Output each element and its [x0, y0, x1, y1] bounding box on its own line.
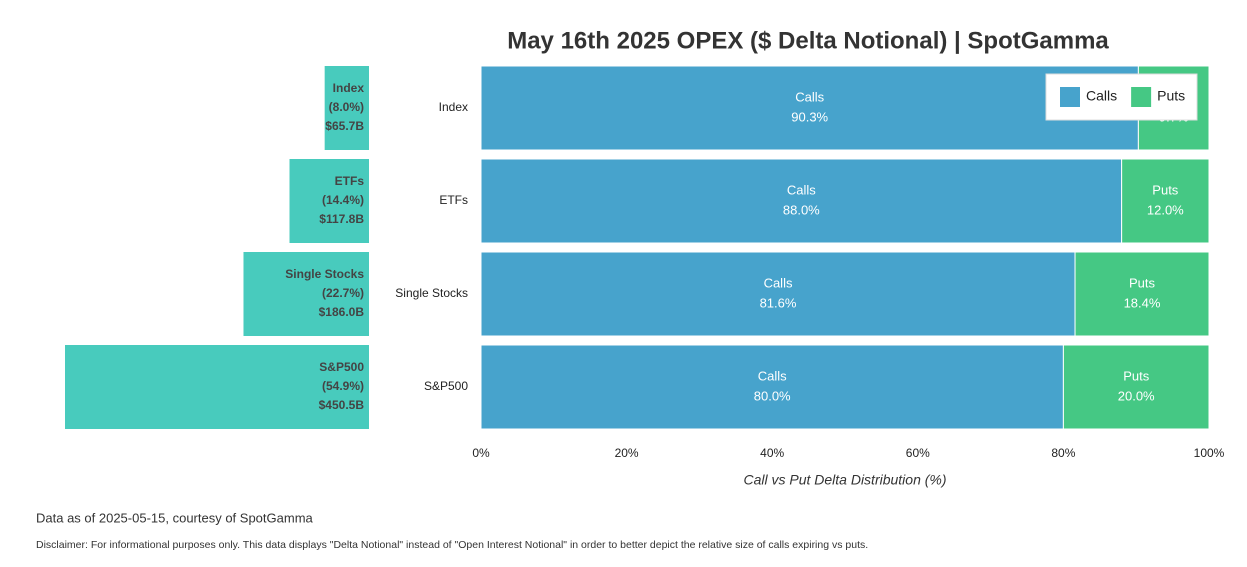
data-label: 90.3%: [791, 109, 828, 124]
disclaimer: Disclaimer: For informational purposes o…: [36, 539, 868, 551]
segment-name: Calls: [758, 368, 787, 383]
segment-name: Calls: [795, 89, 824, 104]
data-label: $65.7B: [325, 119, 364, 133]
bar-category: ETFs: [335, 174, 365, 188]
data-label: $186.0B: [319, 305, 365, 319]
chart-title: May 16th 2025 OPEX ($ Delta Notional) | …: [507, 27, 1109, 54]
data-label: $450.5B: [319, 398, 365, 412]
x-tick-label: 20%: [615, 446, 639, 460]
data-label: 80.0%: [754, 388, 791, 403]
bar-segment: [480, 344, 1064, 430]
bar-segment: [1074, 251, 1210, 337]
legend-swatch: [1131, 87, 1152, 107]
legend-label: Puts: [1157, 88, 1185, 104]
bar-segment: [480, 251, 1076, 337]
legend-label: Calls: [1086, 88, 1117, 104]
x-tick-label: 40%: [760, 446, 784, 460]
share-label: (14.4%): [322, 193, 364, 207]
share-label: (8.0%): [329, 100, 364, 114]
x-tick-label: 100%: [1194, 446, 1225, 460]
bar-segment: [1121, 158, 1210, 244]
x-tick-label: 0%: [472, 446, 490, 460]
bar-category: Index: [333, 81, 365, 95]
y-tick-label: ETFs: [439, 193, 468, 207]
data-label: 18.4%: [1124, 295, 1161, 310]
bar-category: Single Stocks: [285, 267, 364, 281]
x-axis-label: Call vs Put Delta Distribution (%): [743, 472, 946, 488]
segment-name: Calls: [787, 182, 816, 197]
source-note: Data as of 2025-05-15, courtesy of SpotG…: [36, 510, 314, 525]
share-label: (54.9%): [322, 379, 364, 393]
data-label: 88.0%: [783, 202, 820, 217]
x-tick-label: 80%: [1051, 446, 1075, 460]
bar-segment: [480, 158, 1123, 244]
y-tick-label: Single Stocks: [395, 286, 468, 300]
segment-name: Puts: [1129, 275, 1156, 290]
x-tick-label: 60%: [906, 446, 930, 460]
data-label: 20.0%: [1118, 388, 1155, 403]
y-tick-label: S&P500: [424, 379, 468, 393]
segment-name: Calls: [764, 275, 793, 290]
bar: [243, 252, 369, 336]
y-tick-label: Index: [439, 100, 468, 114]
bar: [65, 345, 369, 429]
data-label: 12.0%: [1147, 202, 1184, 217]
segment-name: Puts: [1152, 182, 1179, 197]
data-label: $117.8B: [319, 212, 364, 226]
bar: [324, 66, 369, 150]
bar-segment: [480, 65, 1139, 151]
bar-segment: [1062, 344, 1210, 430]
data-label: 81.6%: [760, 295, 797, 310]
legend-swatch: [1060, 87, 1080, 107]
legend-box: [1045, 73, 1198, 121]
segment-name: Puts: [1123, 368, 1150, 383]
bar-category: S&P500: [319, 360, 364, 374]
bar: [289, 159, 369, 243]
share-label: (22.7%): [322, 286, 364, 300]
